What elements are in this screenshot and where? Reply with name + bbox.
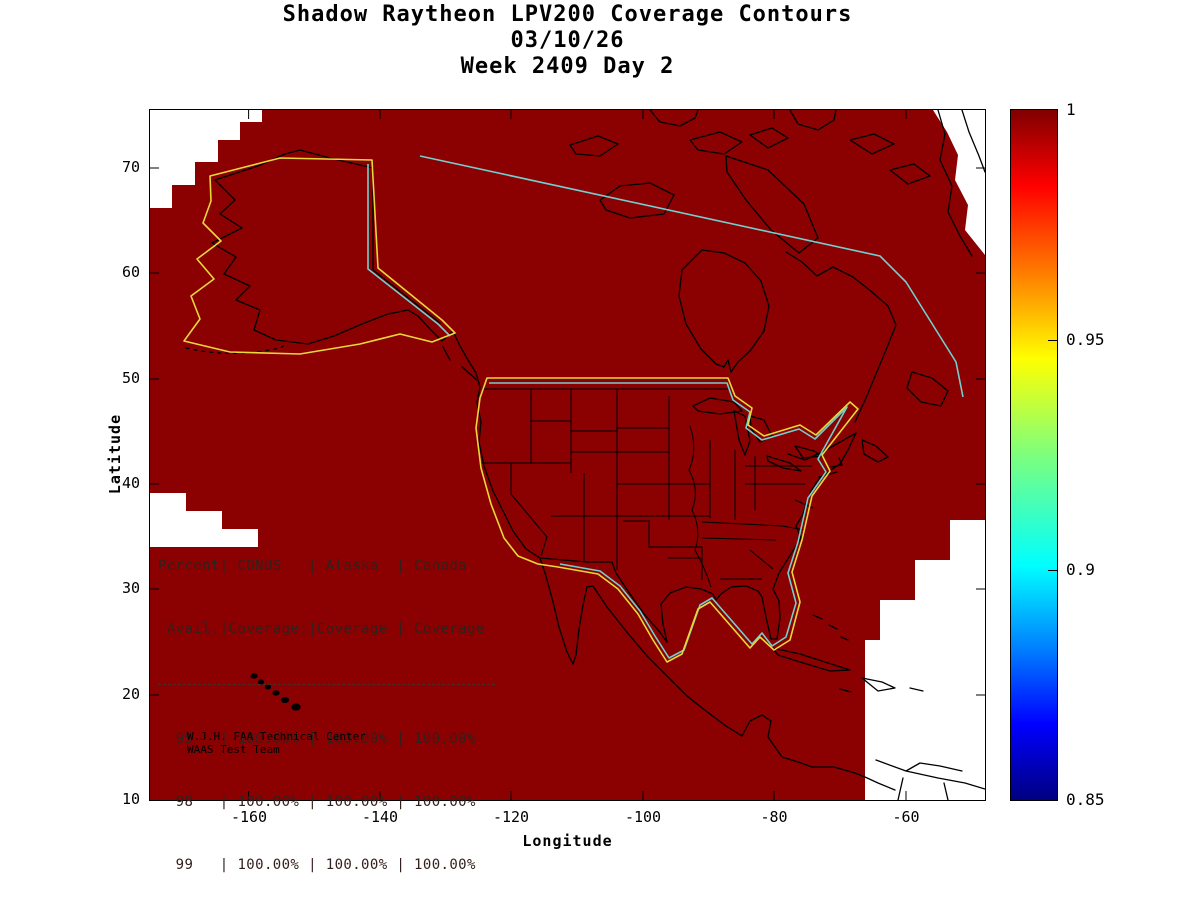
- colorbar: [1010, 109, 1058, 801]
- colorbar-tick-label: 0.85: [1066, 790, 1105, 809]
- nova-scotia: [861, 439, 889, 463]
- table-header-line1: Percent| CONUS | Alaska | Canada: [158, 558, 468, 574]
- hudson-bay: [678, 249, 770, 373]
- axis-tickmarks: [150, 110, 985, 800]
- newfoundland: [906, 371, 949, 407]
- secondary-contour-cyan: [367, 155, 964, 659]
- colorbar-tick-label: 0.9: [1066, 560, 1095, 579]
- ytick-label: 30: [121, 579, 140, 597]
- ytick-label: 20: [121, 685, 140, 703]
- alaska-contour: [183, 157, 456, 355]
- xtick-label: -60: [892, 808, 920, 826]
- coverage-region: [150, 110, 985, 800]
- table-row: 98 | 100.00% | 100.00% | 100.00%: [158, 794, 476, 810]
- xtick-label: -100: [624, 808, 662, 826]
- ytick-label: 10: [121, 790, 140, 808]
- figure-title-line2: 03/10/26: [510, 28, 625, 53]
- xtick-label: -140: [361, 808, 399, 826]
- table-row: 95 | 100.00% | 100.00% | 100.00%: [158, 731, 476, 747]
- ytick-label: 40: [121, 474, 140, 492]
- coverage-map: [150, 109, 986, 801]
- colorbar-tick-label: 1: [1066, 100, 1076, 119]
- hawaii-islands: [250, 673, 301, 711]
- conus-contour: [475, 377, 859, 663]
- ytick-label: 50: [121, 369, 140, 387]
- xtick-label: -80: [760, 808, 788, 826]
- credit-text: W.J.H. FAA Technical Center WAAS Test Te…: [187, 730, 366, 756]
- figure-title-line3: Week 2409 Day 2: [460, 54, 675, 79]
- continent-outline: [211, 149, 896, 791]
- x-axis-label: Longitude: [522, 832, 613, 850]
- plot-area: Percent| CONUS | Alaska | Canada Avail.|…: [149, 109, 986, 873]
- credit-line1: W.J.H. FAA Technical Center: [187, 730, 366, 743]
- colorbar-tickmark: [1048, 340, 1057, 341]
- table-header-line2: Avail.|Coverage:|Coverage | Coverage: [158, 621, 485, 637]
- ytick-label: 70: [121, 158, 140, 176]
- arctic-islands: [569, 109, 931, 254]
- y-axis-label: Latitude: [106, 413, 124, 495]
- table-separator: [158, 684, 495, 685]
- xtick-label: -120: [492, 808, 530, 826]
- no-coverage-notch: [150, 493, 258, 547]
- availability-table: Percent| CONUS | Alaska | Canada Avail.|…: [158, 514, 495, 900]
- state-borders: [482, 388, 814, 588]
- credit-line2: WAAS Test Team: [187, 743, 280, 756]
- labrador-coast: [785, 251, 897, 423]
- coverage-contour-yellow: [183, 157, 859, 663]
- alaska-border: [372, 167, 441, 324]
- greenland-coast: [937, 109, 986, 257]
- figure-title-line1: Shadow Raytheon LPV200 Coverage Contours: [282, 2, 853, 27]
- xtick-label: -160: [230, 808, 268, 826]
- table-row: 99 | 100.00% | 100.00% | 100.00%: [158, 857, 476, 873]
- ytick-label: 60: [121, 263, 140, 281]
- gulf-east-coast: [660, 432, 857, 643]
- figure-title: Shadow Raytheon LPV200 Coverage Contours…: [0, 2, 1135, 80]
- colorbar-tickmark: [1048, 570, 1057, 571]
- coastlines: [185, 109, 986, 801]
- us-mexico-border: [539, 557, 668, 643]
- aleutian-islands: [185, 343, 284, 354]
- south-america-coast: [875, 759, 986, 801]
- colorbar-tick-label: 0.95: [1066, 330, 1105, 349]
- caribbean-islands: [771, 614, 924, 693]
- colorbar-gradient: [1011, 110, 1057, 800]
- bc-islands: [442, 346, 478, 381]
